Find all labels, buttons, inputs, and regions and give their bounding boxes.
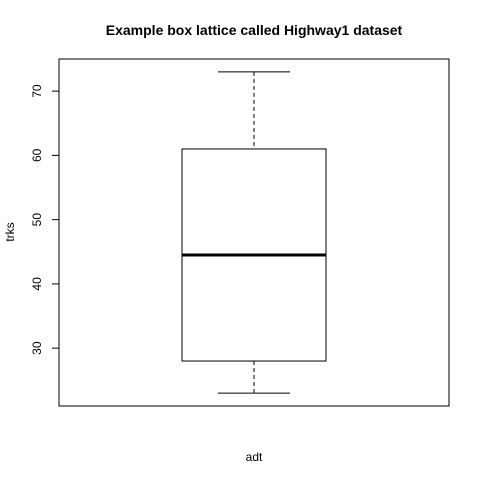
y-axis: 30 40 50 60 70 — [30, 84, 60, 355]
x-axis-label: adt — [246, 450, 263, 464]
y-tick-label-70: 70 — [30, 84, 44, 98]
y-tick-label-50: 50 — [30, 213, 44, 227]
box-group — [181, 71, 327, 394]
y-tick-label-60: 60 — [30, 148, 44, 162]
y-tick-label-40: 40 — [30, 277, 44, 291]
y-axis-label: trks — [3, 222, 17, 241]
chart-title: Example box lattice called Highway1 data… — [106, 22, 403, 38]
y-tick-label-30: 30 — [30, 341, 44, 355]
